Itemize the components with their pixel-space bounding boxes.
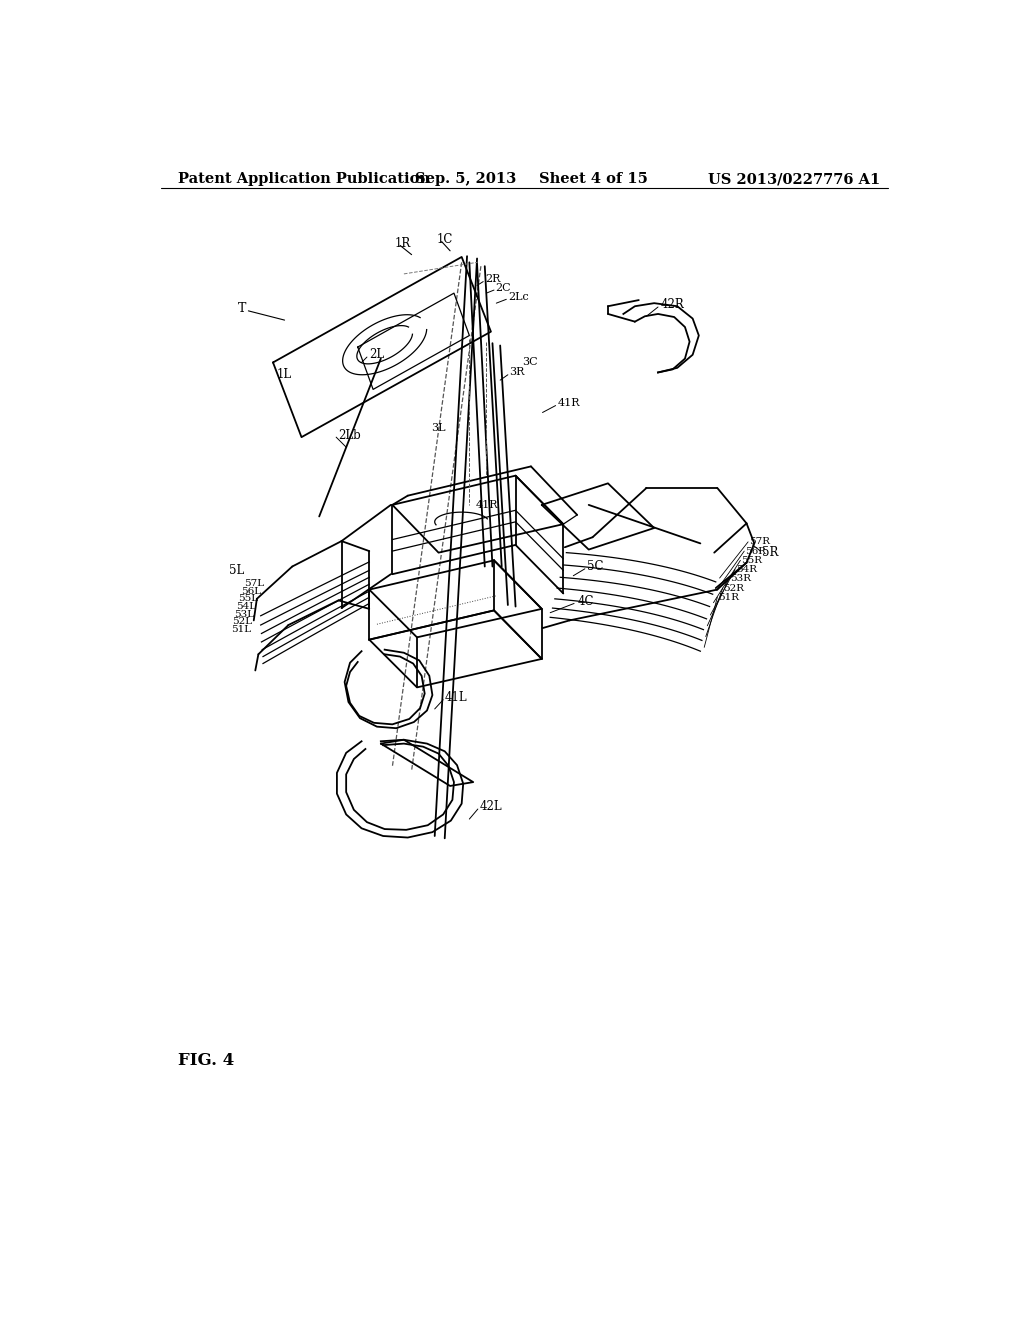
Text: 51L: 51L [230, 626, 251, 634]
Text: 2R: 2R [484, 275, 500, 284]
Text: 56R: 56R [745, 546, 766, 556]
Text: 54R: 54R [736, 565, 757, 574]
Text: 2Lb: 2Lb [339, 429, 361, 442]
Text: Sheet 4 of 15: Sheet 4 of 15 [539, 172, 647, 186]
Text: 5L: 5L [229, 564, 245, 577]
Text: 53L: 53L [233, 610, 254, 619]
Text: Sep. 5, 2013: Sep. 5, 2013 [416, 172, 517, 186]
Text: 41L: 41L [444, 690, 467, 704]
Text: 1R: 1R [394, 236, 411, 249]
Text: 57R: 57R [749, 537, 770, 546]
Text: 1C: 1C [437, 232, 454, 246]
Text: 3C: 3C [521, 358, 538, 367]
Text: 52R: 52R [724, 583, 744, 593]
Text: Patent Application Publication: Patent Application Publication [178, 172, 430, 186]
Text: 41R: 41R [475, 500, 498, 510]
Text: 42R: 42R [660, 298, 684, 312]
Text: 3R: 3R [509, 367, 524, 378]
Text: US 2013/0227776 A1: US 2013/0227776 A1 [708, 172, 881, 186]
Text: 5R: 5R [762, 546, 778, 560]
Text: 52L: 52L [232, 618, 252, 627]
Text: 4C: 4C [578, 594, 594, 607]
Text: 42L: 42L [479, 800, 502, 813]
Text: 2Lc: 2Lc [508, 292, 528, 302]
Text: FIG. 4: FIG. 4 [178, 1052, 234, 1069]
Text: 3L: 3L [431, 422, 445, 433]
Text: 51R: 51R [718, 593, 739, 602]
Text: 56L: 56L [242, 586, 261, 595]
Text: 5C: 5C [587, 560, 604, 573]
Text: 41R: 41R [558, 399, 581, 408]
Text: 55L: 55L [239, 594, 258, 603]
Text: 54L: 54L [237, 602, 256, 611]
Text: 57L: 57L [245, 579, 264, 587]
Text: 2L: 2L [370, 348, 384, 362]
Text: 53R: 53R [730, 574, 751, 583]
Text: 55R: 55R [741, 556, 762, 565]
Text: T: T [239, 302, 247, 315]
Text: 1L: 1L [276, 367, 292, 380]
Text: 2C: 2C [496, 282, 511, 293]
